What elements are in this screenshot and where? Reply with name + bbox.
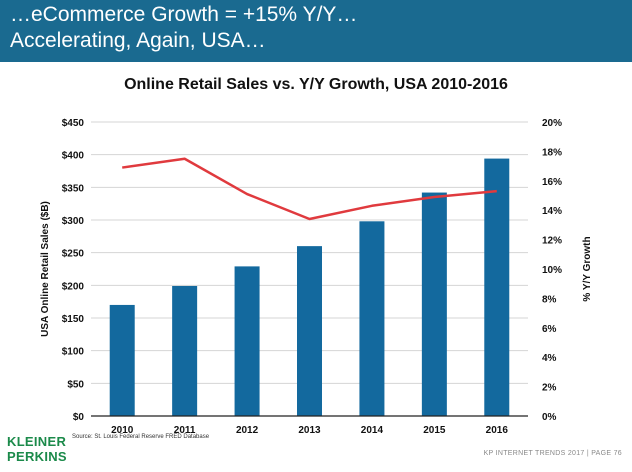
x-tick-label: 2014 (361, 425, 384, 436)
y-axis-label: USA Online Retail Sales ($B) (40, 201, 51, 337)
bar (359, 221, 385, 416)
y-tick-label: $50 (67, 379, 84, 390)
y2-tick-label: 10% (542, 265, 562, 276)
chart-title: Online Retail Sales vs. Y/Y Growth, USA … (124, 76, 508, 93)
bar (109, 304, 135, 416)
y2-tick-label: 0% (542, 412, 557, 423)
y2-tick-label: 12% (542, 236, 562, 247)
y2-axis-label: % Y/Y Growth (582, 236, 593, 301)
footer-page-label: KP INTERNET TRENDS 2017 | PAGE 76 (483, 450, 622, 457)
bar (484, 158, 510, 416)
y2-tick-label: 16% (542, 177, 562, 188)
y-tick-label: $200 (62, 281, 85, 292)
y2-tick-label: 4% (542, 353, 557, 364)
y2-tick-label: 2% (542, 383, 557, 394)
bar (172, 285, 198, 416)
bar (421, 192, 447, 416)
x-tick-label: 2012 (236, 425, 259, 436)
y2-tick-label: 20% (542, 118, 562, 129)
slide-header: …eCommerce Growth = +15% Y/Y… Accelerati… (0, 0, 632, 62)
x-tick-label: 2013 (298, 425, 321, 436)
bar (234, 266, 260, 416)
logo-line-2: PERKINS (7, 449, 67, 464)
y2-tick-label: 6% (542, 324, 557, 335)
x-tick-label: 2011 (174, 425, 196, 436)
x-tick-label: 2015 (423, 425, 446, 436)
slide-title-line-2: Accelerating, Again, USA… (10, 29, 266, 52)
y-tick-label: $450 (62, 118, 85, 129)
slide-title-line-1: …eCommerce Growth = +15% Y/Y… (10, 3, 358, 26)
y2-tick-label: 18% (542, 147, 562, 158)
y-tick-label: $400 (62, 151, 85, 162)
y-tick-label: $300 (62, 216, 85, 227)
kleiner-perkins-logo: KLEINER PERKINS (7, 434, 67, 464)
y2-tick-label: 8% (542, 294, 557, 305)
y-tick-label: $100 (62, 347, 85, 358)
y-tick-label: $250 (62, 249, 85, 260)
source-note: Source: St. Louis Federal Reserve FRED D… (72, 434, 210, 440)
x-tick-label: 2016 (486, 425, 509, 436)
bar (297, 246, 322, 416)
y2-tick-label: 14% (542, 206, 562, 217)
growth-line (122, 157, 497, 221)
y-tick-label: $150 (62, 314, 85, 325)
x-tick-label: 2010 (111, 425, 134, 436)
y-tick-label: $350 (62, 183, 85, 194)
logo-line-1: KLEINER (7, 434, 67, 449)
y-tick-label: $0 (73, 412, 85, 423)
